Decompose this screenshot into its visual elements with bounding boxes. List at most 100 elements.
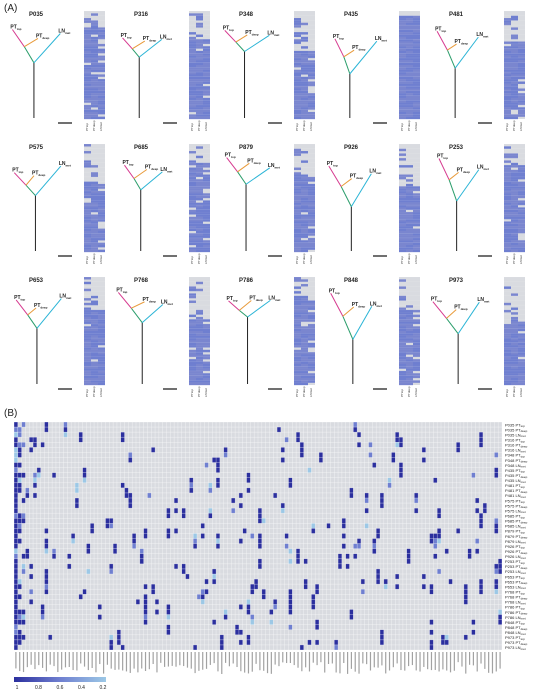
mini-heatmap-cell bbox=[84, 380, 91, 383]
tree-trunk-branch bbox=[27, 314, 38, 329]
mini-heatmap-cell bbox=[189, 93, 196, 96]
mini-heatmap-cell bbox=[189, 174, 196, 178]
mini-heatmap-cell bbox=[196, 13, 203, 16]
mini-heatmap-cell bbox=[301, 349, 308, 353]
mini-heatmap-cell bbox=[399, 20, 406, 23]
heatmap-row-label: P848 PTtop bbox=[505, 620, 525, 626]
mini-heatmap-cell bbox=[301, 55, 308, 59]
mini-heatmap-cell bbox=[504, 373, 511, 376]
mini-heatmap-cell bbox=[308, 62, 315, 66]
mini-heatmap-cell bbox=[308, 345, 315, 348]
mini-heatmap-cell bbox=[196, 214, 203, 217]
mini-heatmap-cell bbox=[203, 323, 210, 327]
heatmap-cell bbox=[132, 538, 136, 544]
mini-heatmap-cell bbox=[413, 50, 420, 54]
mini-heatmap-cell bbox=[504, 342, 511, 346]
mini-heatmap-cell bbox=[308, 81, 315, 84]
tip-label: PTtop bbox=[227, 296, 238, 303]
tree-pt-deep-branch bbox=[25, 175, 35, 186]
mini-heatmap-cell bbox=[518, 244, 525, 248]
mini-heatmap-cell bbox=[84, 86, 91, 89]
heatmap-cell bbox=[372, 538, 377, 544]
mini-heatmap-cell bbox=[308, 356, 315, 360]
tree-pt-deep-branch bbox=[24, 38, 39, 48]
mini-heatmap-cell bbox=[189, 193, 196, 196]
heatmap-cell bbox=[223, 614, 228, 620]
mini-heatmap-cell bbox=[406, 340, 413, 343]
mini-heatmap-cell bbox=[518, 207, 525, 210]
mini-heatmap-cell bbox=[196, 198, 203, 201]
mini-heatmap-cell bbox=[98, 86, 105, 89]
heatmap-cell bbox=[315, 639, 319, 645]
mini-heatmap-cell bbox=[196, 338, 203, 341]
heatmap-cell bbox=[383, 584, 388, 590]
heatmap-cell bbox=[353, 553, 358, 559]
mini-heatmap-cell bbox=[84, 195, 91, 199]
mini-heatmap-cell bbox=[196, 247, 203, 250]
heatmap-cell bbox=[299, 442, 304, 448]
mini-heatmap-cell bbox=[399, 148, 406, 152]
mini-heatmap-cell bbox=[308, 100, 315, 103]
heatmap-cell bbox=[399, 472, 403, 478]
mini-heatmap-cell bbox=[504, 111, 511, 115]
mini-heatmap-cell bbox=[413, 25, 420, 28]
heatmap-cell bbox=[143, 604, 148, 610]
mini-heatmap-cell bbox=[511, 195, 518, 199]
heatmap-cell bbox=[52, 472, 56, 478]
mini-heatmap-cell bbox=[196, 226, 203, 229]
heatmap-cell bbox=[479, 518, 483, 524]
mini-heatmap-cell bbox=[98, 366, 105, 369]
mini-heatmap-cell bbox=[511, 67, 518, 70]
mini-heatmap-cell bbox=[294, 354, 301, 357]
mini-heatmap-cell bbox=[504, 244, 511, 248]
mini-heatmap-cell bbox=[98, 116, 105, 120]
mini-heatmap-axis-label: LNmet bbox=[519, 255, 523, 264]
mini-heatmap-cell bbox=[189, 60, 196, 63]
mini-heatmap-cell bbox=[518, 74, 525, 77]
mini-heatmap-cell bbox=[91, 205, 98, 208]
mini-heatmap-cell bbox=[98, 349, 105, 353]
mini-heatmap-cell bbox=[294, 338, 301, 341]
mini-heatmap-cell bbox=[308, 237, 315, 241]
mini-heatmap-cell bbox=[84, 144, 91, 147]
mini-heatmap-cell bbox=[399, 93, 406, 96]
heatmap-cell bbox=[238, 503, 243, 509]
mini-heatmap-cell bbox=[301, 76, 308, 80]
mini-heatmap-cell bbox=[98, 34, 105, 37]
mini-heatmap-cell bbox=[511, 114, 518, 117]
heatmap-cell bbox=[33, 492, 37, 498]
mini-heatmap-cell bbox=[189, 331, 196, 334]
mini-heatmap-cell bbox=[406, 15, 413, 19]
heatmap-cell bbox=[288, 477, 293, 483]
heatmap-cell bbox=[14, 579, 18, 585]
heatmap-cell bbox=[273, 604, 278, 610]
mini-heatmap-cell bbox=[518, 214, 525, 217]
mini-heatmap-cell bbox=[301, 160, 308, 163]
mini-heatmap-cell bbox=[196, 242, 203, 246]
mini-heatmap-cell bbox=[294, 172, 301, 175]
heatmap-cell bbox=[479, 523, 483, 529]
heatmap-cell bbox=[387, 482, 392, 488]
mini-heatmap-cell bbox=[294, 207, 301, 210]
mini-heatmap-axis-label: PTdeep bbox=[92, 120, 96, 131]
mini-heatmap-cell bbox=[399, 233, 406, 236]
mini-heatmap-cell bbox=[406, 370, 413, 374]
mini-heatmap-cell bbox=[203, 174, 210, 178]
heatmap-cell bbox=[86, 548, 91, 554]
sample-title: P879 bbox=[239, 145, 254, 151]
mini-heatmap-cell bbox=[413, 65, 420, 68]
mini-heatmap-cell bbox=[511, 247, 518, 250]
mini-heatmap-cell bbox=[189, 209, 196, 213]
heatmap-cell bbox=[25, 553, 30, 559]
mini-heatmap-cell bbox=[406, 43, 413, 47]
mini-heatmap-cell bbox=[301, 333, 308, 336]
mini-heatmap-cell bbox=[301, 328, 308, 332]
mini-heatmap-cell bbox=[511, 188, 518, 192]
mini-heatmap-cell bbox=[511, 340, 518, 343]
mini-heatmap-cell bbox=[413, 36, 420, 40]
tip-label: LNmet bbox=[160, 34, 172, 41]
mini-heatmap-cell bbox=[413, 205, 420, 208]
mini-heatmap-cell bbox=[203, 368, 210, 372]
mini-heatmap-cell bbox=[518, 50, 525, 54]
heatmap-cell bbox=[82, 472, 87, 478]
